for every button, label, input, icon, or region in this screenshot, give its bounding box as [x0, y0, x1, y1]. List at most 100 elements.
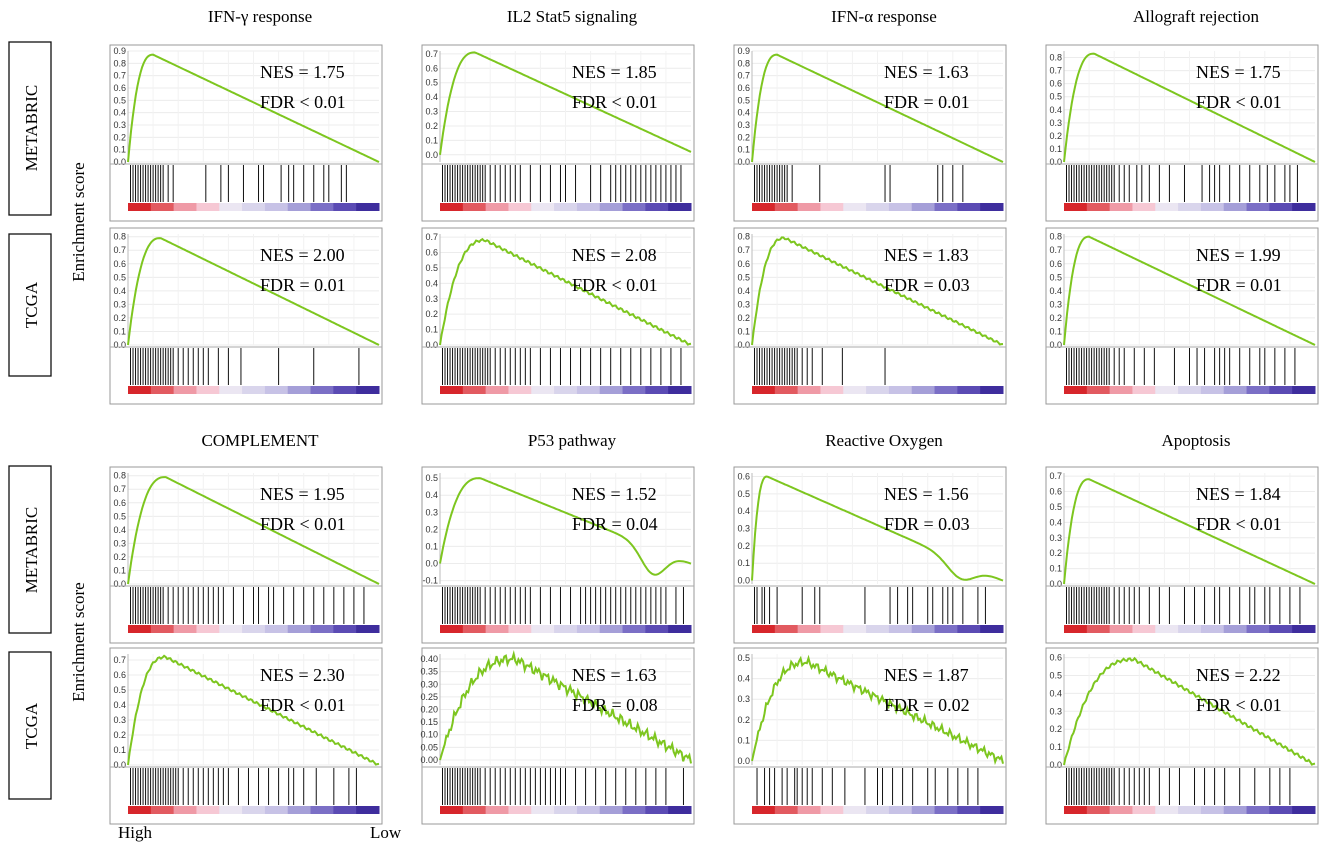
- rank-ramp-segment: [1223, 386, 1248, 394]
- rank-ramp-segment: [668, 386, 692, 394]
- y-tick-label: 0.2: [113, 730, 126, 740]
- rank-ramp-segment: [1132, 203, 1156, 211]
- enrichment-curve: [751, 236, 1004, 346]
- panel-title: P53 pathway: [528, 431, 617, 450]
- y-tick-label: 0.05: [420, 742, 438, 752]
- fdr-label: FDR < 0.01: [260, 92, 346, 112]
- rank-ramp-segment: [1223, 625, 1248, 633]
- enrichment-curve: [439, 237, 692, 346]
- rank-ramp-segment: [1292, 625, 1316, 633]
- y-tick-label: 0.7: [425, 49, 438, 59]
- panel-title: Apoptosis: [1162, 431, 1231, 450]
- rank-ramp-segment: [1200, 625, 1225, 633]
- y-tick-label: 0.5: [425, 473, 438, 483]
- rank-ramp-segment: [820, 386, 844, 394]
- fdr-label: FDR = 0.02: [884, 695, 970, 715]
- rank-ramp-segment: [1132, 386, 1156, 394]
- rank-ramp-segment: [774, 806, 799, 814]
- rank-ramp-segment: [1086, 806, 1111, 814]
- rank-ramp-segment: [1269, 203, 1293, 211]
- rank-ramp-segment: [356, 806, 380, 814]
- y-tick-label: 0.5: [113, 685, 126, 695]
- rank-ramp-segment: [440, 203, 464, 211]
- y-tick-label: 0.4: [1049, 517, 1062, 527]
- y-tick-label: 0.6: [425, 248, 438, 258]
- enrichment-curve: [439, 650, 692, 764]
- nes-label: NES = 1.75: [1196, 62, 1281, 82]
- rank-ramp-segment: [957, 203, 981, 211]
- rank-ramp-segment: [310, 625, 334, 633]
- rank-ramp-segment: [485, 386, 509, 394]
- rank-ramp-segment: [242, 625, 266, 633]
- y-tick-label: 0.4: [1049, 688, 1062, 698]
- enrichment-curve: [1063, 52, 1316, 163]
- y-tick-label: 0.5: [425, 263, 438, 273]
- y-tick-label: 0.4: [425, 92, 438, 102]
- nes-label: NES = 1.87: [884, 665, 969, 685]
- y-tick-label: 0.3: [425, 507, 438, 517]
- rank-ramp-segment: [1064, 806, 1088, 814]
- y-tick-label: 0.0: [1049, 340, 1062, 350]
- rank-ramp-segment: [196, 806, 220, 814]
- y-tick-label: 0.20: [420, 705, 438, 715]
- y-tick-label: 0.3: [113, 715, 126, 725]
- rank-ramp-segment: [1064, 625, 1088, 633]
- fdr-label: FDR = 0.01: [1196, 275, 1282, 295]
- y-tick-label: 0.3: [113, 120, 126, 130]
- row-label-tcga-top: TCGA: [22, 281, 41, 328]
- y-tick-label: 0.4: [737, 506, 750, 516]
- rank-ramp-segment: [196, 625, 220, 633]
- y-tick-label: 0.2: [1049, 131, 1062, 141]
- rank-ramp-segment: [531, 806, 555, 814]
- y-tick-label: 0.4: [113, 286, 126, 296]
- rank-ramp-segment: [1269, 386, 1293, 394]
- y-tick-label: 0.4: [1049, 105, 1062, 115]
- rank-ramp-segment: [1178, 203, 1202, 211]
- rank-ramp-segment: [774, 625, 799, 633]
- fdr-label: FDR < 0.01: [260, 514, 346, 534]
- rank-ramp-segment: [911, 386, 936, 394]
- y-tick-label: 0.5: [737, 95, 750, 105]
- y-tick-label: 0.9: [737, 46, 750, 56]
- rank-ramp-segment: [1269, 806, 1293, 814]
- y-tick-label: 0.1: [737, 735, 750, 745]
- y-tick-label: 0.25: [420, 692, 438, 702]
- y-tick-label: 0.0: [1049, 760, 1062, 770]
- panel-title: IFN-α response: [831, 7, 937, 26]
- rank-ramp-segment: [888, 386, 913, 394]
- nes-label: NES = 1.63: [884, 62, 969, 82]
- y-tick-label: 0.2: [425, 524, 438, 534]
- rank-ramp-segment: [264, 625, 289, 633]
- rank-ramp-segment: [462, 625, 487, 633]
- row-label-metabric-top: METABRIC: [22, 85, 41, 171]
- rank-ramp-segment: [866, 806, 890, 814]
- rank-ramp-segment: [797, 203, 821, 211]
- rank-ramp-segment: [173, 386, 197, 394]
- y-tick-label: 0.1: [425, 541, 438, 551]
- row-label-tcga-bottom: TCGA: [22, 702, 41, 749]
- y-tick-label: 0.2: [425, 309, 438, 319]
- rank-ramp-segment: [1155, 806, 1179, 814]
- y-tick-label: 0.0: [425, 559, 438, 569]
- nes-label: NES = 1.52: [572, 484, 657, 504]
- enrichment-curve: [127, 237, 380, 346]
- y-tick-label: 0.6: [1049, 487, 1062, 497]
- rank-ramp-segment: [599, 625, 624, 633]
- rank-ramp-segment: [774, 203, 799, 211]
- rank-ramp-segment: [934, 806, 958, 814]
- y-tick-label: 0.2: [113, 313, 126, 323]
- rank-ramp-segment: [576, 203, 601, 211]
- nes-label: NES = 2.08: [572, 245, 657, 265]
- y-tick-label: -0.1: [422, 576, 438, 586]
- rank-ramp-segment: [196, 203, 220, 211]
- rank-ramp-segment: [1086, 386, 1111, 394]
- rank-ramp-segment: [645, 386, 669, 394]
- rank-ramp-segment: [242, 386, 266, 394]
- rank-ramp-segment: [934, 203, 958, 211]
- rank-ramp-segment: [752, 386, 776, 394]
- y-tick-label: 0.3: [737, 120, 750, 130]
- rank-ramp-segment: [1155, 203, 1179, 211]
- y-tick-label: 0.7: [737, 71, 750, 81]
- y-tick-label: 0.35: [420, 667, 438, 677]
- rank-ramp-segment: [242, 806, 266, 814]
